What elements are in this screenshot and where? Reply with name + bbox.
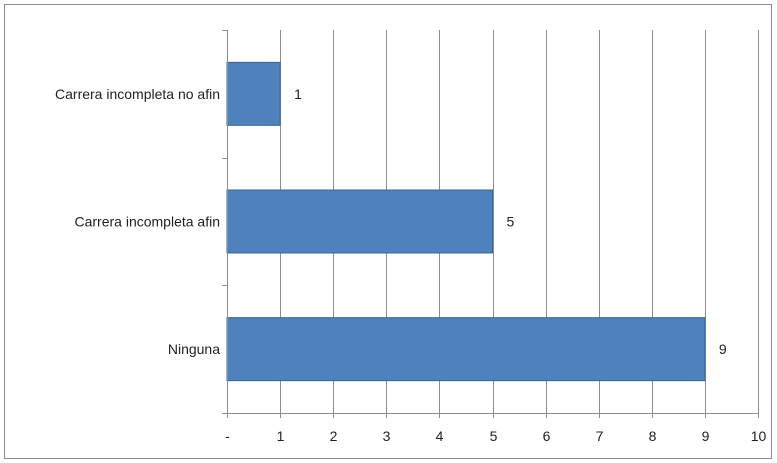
- data-label: 9: [719, 341, 727, 357]
- x-tick-label: 10: [751, 428, 767, 444]
- category-label: Carrera incompleta afin: [74, 214, 220, 230]
- x-tick-label: -: [225, 428, 230, 444]
- data-label: 1: [294, 86, 302, 102]
- x-tick-label: 9: [702, 428, 710, 444]
- bar-1: [226, 189, 493, 254]
- axes: [222, 30, 759, 418]
- labels: - 1 2 3 4 5 6 7 8 9 10 Carrera incompleta no afin 1 C…: [55, 86, 766, 444]
- bar-0: [226, 61, 281, 126]
- x-tick-label: 1: [277, 428, 285, 444]
- bar-2: [226, 317, 706, 382]
- bars: [226, 61, 706, 382]
- category-label: Ninguna: [168, 341, 220, 357]
- x-tick-label: 7: [596, 428, 604, 444]
- x-tick-label: 4: [436, 428, 444, 444]
- data-label: 5: [507, 214, 515, 230]
- x-tick-label: 2: [330, 428, 338, 444]
- x-tick-label: 3: [383, 428, 391, 444]
- x-tick-label: 5: [490, 428, 498, 444]
- x-tick-label: 8: [649, 428, 657, 444]
- category-label: Carrera incompleta no afin: [55, 86, 220, 102]
- x-tick-label: 6: [543, 428, 551, 444]
